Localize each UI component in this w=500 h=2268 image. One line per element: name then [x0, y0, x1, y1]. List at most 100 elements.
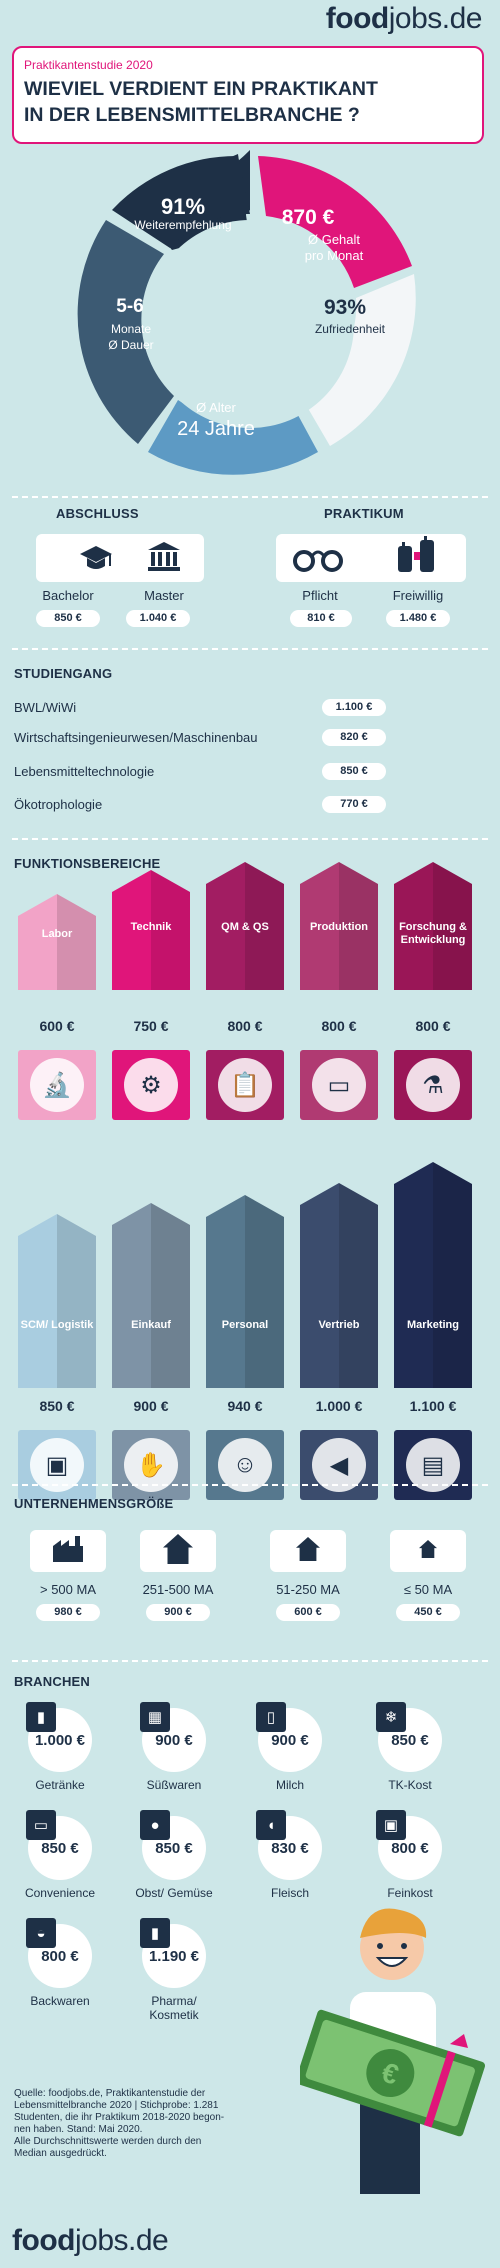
clipboard-icon: 📋	[218, 1058, 272, 1112]
brand-food: food	[325, 2, 389, 35]
branchen-label-9: Pharma/ Kosmetik	[149, 1994, 199, 2022]
donut-seg-dauer	[77, 220, 174, 444]
bar-label-row2-4: Marketing	[407, 1319, 459, 1331]
branchen-circle-1: 900 €	[142, 1708, 206, 1772]
brand-jobs-bottom: jobs.de	[74, 2224, 169, 2257]
house-medium-icon	[296, 1536, 320, 1566]
branchen-label-3: TK-Kost	[388, 1778, 432, 1792]
unternehmen-label-2: 51-250 MA	[276, 1582, 340, 1597]
bar-label-row1-4: Forschung & Entwicklung	[399, 921, 467, 947]
bar-value-row1-4: 800 €	[415, 1018, 451, 1034]
donut-seg3-value: 93%	[323, 296, 367, 319]
praktikum-pflicht-value: 810 €	[290, 610, 352, 627]
divider-1	[12, 496, 488, 498]
bar-row1-2	[206, 862, 284, 990]
studiengang-label-3: Ökotrophologie	[14, 797, 103, 812]
milk-icon: ▯	[256, 1702, 286, 1732]
praktikum-freiwillig-label: Freiwillig	[392, 588, 444, 603]
microscope-icon: 🔬	[30, 1058, 84, 1112]
bar-label-row1-2: QM & QS	[221, 921, 269, 933]
unternehmen-label-0: > 500 MA	[39, 1582, 96, 1597]
donut-seg2-label2: pro Monat	[304, 248, 364, 263]
abschluss-bachelor-value: 850 €	[36, 610, 100, 627]
bar-row2-3	[300, 1183, 378, 1388]
donut-seg4-value: 24 Jahre	[177, 418, 255, 440]
unternehmen-heading: UNTERNEHMENSGRÖßE	[14, 1496, 174, 1511]
funktionsbereiche-heading: FUNKTIONSBEREICHE	[14, 856, 161, 871]
conveyor-icon: ▭	[312, 1058, 366, 1112]
bar-shade-row1-3	[339, 862, 378, 990]
bar-value-row1-1: 750 €	[133, 1018, 169, 1034]
branchen-label-1: Süßwaren	[146, 1778, 202, 1792]
abschluss-master-value: 1.040 €	[126, 610, 190, 627]
factory-icon	[51, 1535, 85, 1567]
abschluss-master-label: Master	[144, 588, 184, 603]
donut-seg1-value: 91%	[160, 194, 206, 219]
unternehmen-iconbox-2	[270, 1530, 346, 1572]
handshake-icon: ✋	[124, 1438, 178, 1492]
bar-value-row2-1: 900 €	[133, 1398, 169, 1414]
bottle-icon: ▮	[26, 1702, 56, 1732]
bread-icon: ◒	[26, 1918, 56, 1948]
raised-hands-icon	[394, 536, 440, 585]
bar-value-row1-2: 800 €	[227, 1018, 263, 1034]
donut-seg-gehalt	[258, 156, 412, 288]
branchen-label-5: Obst/ Gemüse	[135, 1886, 213, 1900]
meat-icon: ◖	[256, 1810, 286, 1840]
bar-value-row2-2: 940 €	[227, 1398, 263, 1414]
branchen-label-6: Fleisch	[270, 1886, 309, 1900]
header-kicker: Praktikantenstudie 2020	[24, 58, 153, 72]
studiengang-label-0: BWL/WiWi	[14, 700, 77, 715]
header-title-2: IN DER LEBENSMITTELBRANCHE ?	[24, 104, 360, 126]
bar-iconbox-row1-1: ⚙	[112, 1050, 190, 1120]
branchen-label-8: Backwaren	[30, 1994, 90, 2008]
divider-4	[12, 1484, 488, 1486]
unternehmen-label-1: 251-500 MA	[142, 1582, 214, 1597]
bar-label-row1-1: Technik	[130, 921, 172, 933]
donut-seg2-value: 870 €	[281, 206, 335, 229]
bar-shade-row1-4	[433, 862, 472, 990]
bar-shade-row2-1	[151, 1203, 190, 1388]
cosmetics-icon: ▮	[140, 1918, 170, 1948]
megaphone-icon: ◀	[312, 1438, 366, 1492]
studiengang-value-2: 850 €	[322, 763, 386, 780]
jar-icon: ▣	[376, 1810, 406, 1840]
bar-row2-2	[206, 1195, 284, 1388]
praktikum-pflicht-label: Pflicht	[302, 588, 338, 603]
graduation-cap-icon	[78, 542, 114, 579]
source-note: Quelle: foodjobs.de, Praktikantenstudie …	[14, 2088, 224, 2160]
house-small-icon	[419, 1539, 437, 1563]
studiengang-value-3: 770 €	[322, 796, 386, 813]
source-line-5: Alle Durchschnittswerte werden durch den	[14, 2136, 202, 2147]
bar-shade-row2-4	[433, 1162, 472, 1388]
university-icon	[146, 540, 182, 579]
donut-seg1-label: Weiterempfehlung	[134, 218, 232, 232]
donut-seg5-label2: Ø Dauer	[108, 338, 154, 352]
branchen-label-7: Feinkost	[387, 1886, 433, 1900]
unternehmen-iconbox-3	[390, 1530, 466, 1572]
chart-icon: ▤	[406, 1438, 460, 1492]
bar-value-row1-3: 800 €	[321, 1018, 357, 1034]
unternehmen-iconbox-1	[140, 1530, 216, 1572]
bar-row2-0	[18, 1214, 96, 1388]
branchen-label-4: Convenience	[24, 1886, 96, 1900]
branchen-label-0: Getränke	[35, 1778, 85, 1792]
unternehmen-value-1: 900 €	[146, 1604, 210, 1621]
flask-icon: ⚗	[406, 1058, 460, 1112]
bar-iconbox-row1-0: 🔬	[18, 1050, 96, 1120]
donut-seg4-label: Ø Alter	[196, 400, 236, 415]
studiengang-value-0: 1.100 €	[322, 699, 386, 716]
header-box: Praktikantenstudie 2020 WIEVIEL VERDIENT…	[12, 46, 484, 144]
bar-value-row2-0: 850 €	[39, 1398, 75, 1414]
donut-seg3-label: Zufriedenheit	[314, 322, 386, 336]
bar-iconbox-row2-0: ▣	[18, 1430, 96, 1500]
bar-iconbox-row1-3: ▭	[300, 1050, 378, 1120]
brand-food-bottom: food	[12, 2224, 75, 2257]
bar-shade-row1-2	[245, 862, 284, 990]
footer-bar	[0, 2204, 500, 2268]
unternehmen-iconbox-0	[30, 1530, 106, 1572]
bar-shade-row1-0	[57, 894, 96, 990]
bar-label-row2-3: Vertrieb	[318, 1319, 360, 1331]
bar-iconbox-row1-4: ⚗	[394, 1050, 472, 1120]
divider-3	[12, 838, 488, 840]
